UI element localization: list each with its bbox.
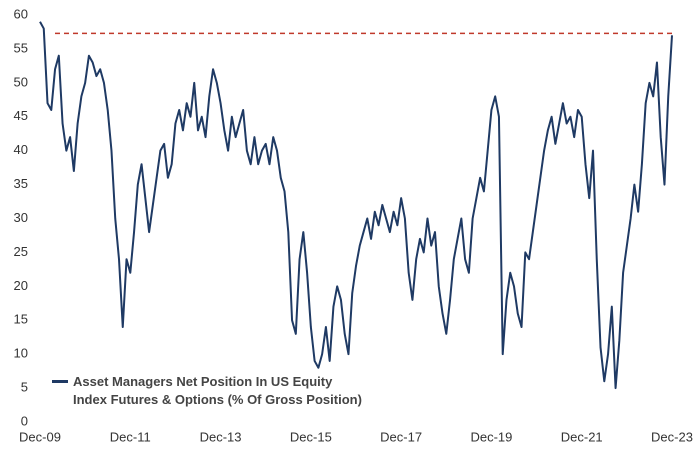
- y-tick-label: 40: [14, 142, 28, 157]
- y-tick-label: 30: [14, 210, 28, 225]
- y-tick-label: 55: [14, 40, 28, 55]
- legend-swatch: [52, 380, 68, 383]
- x-tick-label: Dec-17: [380, 429, 422, 444]
- y-tick-label: 20: [14, 278, 28, 293]
- y-tick-label: 50: [14, 74, 28, 89]
- x-tick-label: Dec-23: [651, 429, 693, 444]
- legend: Asset Managers Net Position In US Equity…: [52, 373, 362, 409]
- legend-label: Asset Managers Net Position In US Equity…: [73, 374, 362, 407]
- y-tick-label: 35: [14, 176, 28, 191]
- y-tick-label: 10: [14, 346, 28, 361]
- x-tick-label: Dec-13: [200, 429, 242, 444]
- y-tick-label: 0: [21, 413, 28, 428]
- x-tick-label: Dec-21: [561, 429, 603, 444]
- y-tick-label: 60: [14, 6, 28, 21]
- y-tick-label: 15: [14, 312, 28, 327]
- x-tick-label: Dec-11: [110, 429, 151, 444]
- y-tick-label: 45: [14, 108, 28, 123]
- y-tick-label: 25: [14, 244, 28, 259]
- y-tick-label: 5: [21, 380, 28, 395]
- data-line: [39, 21, 673, 390]
- x-tick-label: Dec-15: [290, 429, 332, 444]
- x-tick-label: Dec-19: [470, 429, 512, 444]
- x-tick-label: Dec-09: [19, 429, 61, 444]
